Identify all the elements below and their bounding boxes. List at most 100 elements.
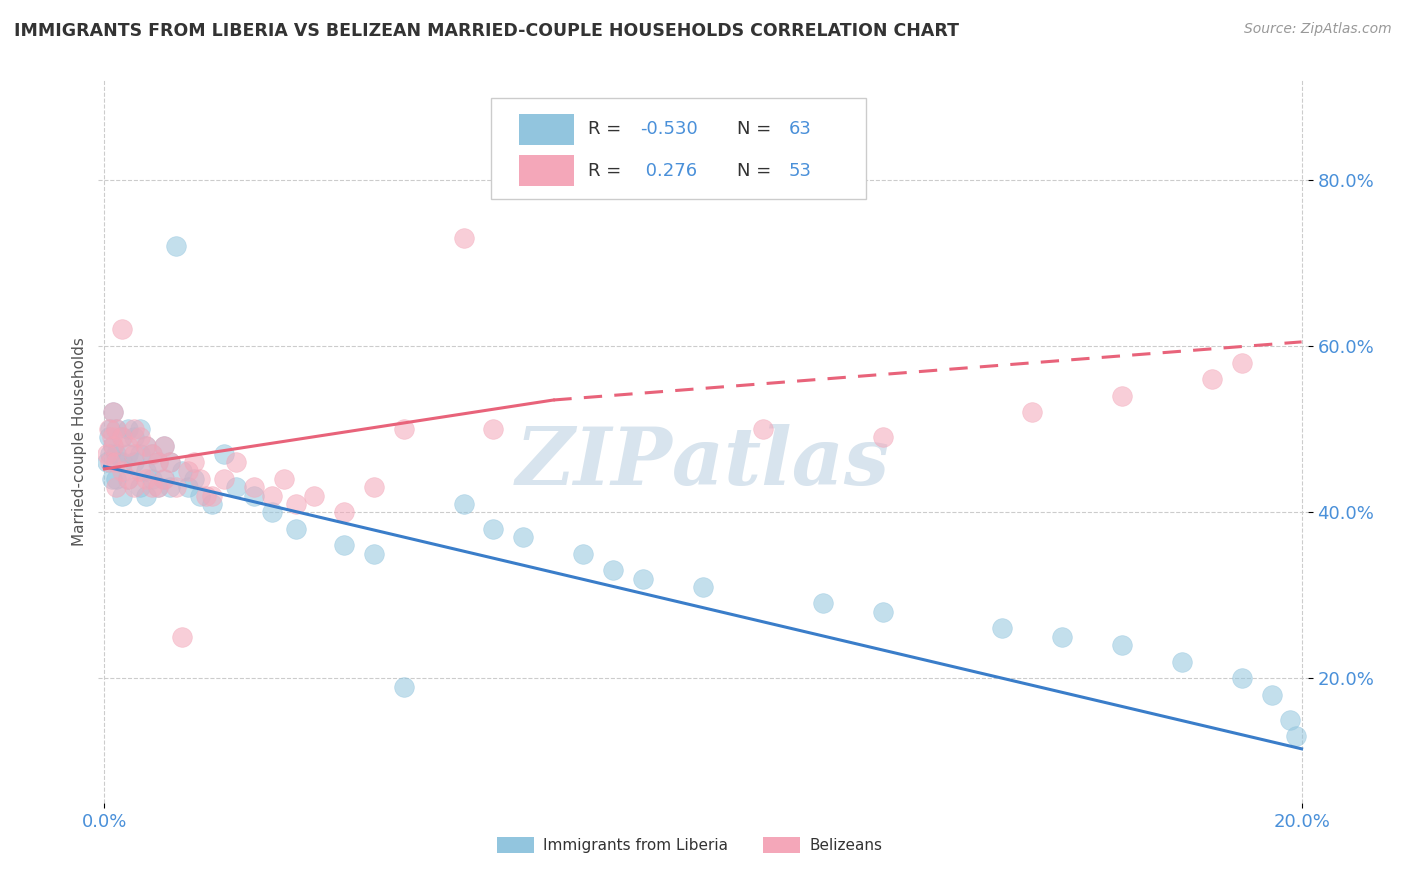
Point	[260, 505, 283, 519]
Point	[105, 480, 128, 494]
Point	[172, 464, 194, 478]
Point	[141, 447, 163, 461]
Point	[631, 572, 654, 586]
Point	[243, 480, 266, 494]
Y-axis label: Married-couple Households: Married-couple Households	[72, 337, 87, 546]
Point	[129, 447, 152, 461]
Point	[188, 489, 211, 503]
Point	[159, 455, 181, 469]
Point	[148, 480, 170, 494]
Text: 63: 63	[789, 120, 811, 138]
Point	[811, 597, 834, 611]
Point	[111, 430, 134, 444]
Point	[153, 439, 176, 453]
Point	[1230, 671, 1253, 685]
Point	[117, 439, 139, 453]
Point	[183, 472, 205, 486]
Point	[135, 439, 157, 453]
Point	[1260, 688, 1282, 702]
Point	[1284, 730, 1306, 744]
Point	[752, 422, 775, 436]
Point	[141, 472, 163, 486]
Point	[141, 447, 163, 461]
Point	[201, 489, 224, 503]
Point	[482, 422, 505, 436]
Point	[153, 472, 176, 486]
FancyBboxPatch shape	[498, 838, 534, 854]
Point	[159, 455, 181, 469]
Point	[692, 580, 714, 594]
Point	[392, 680, 415, 694]
Point	[98, 422, 121, 436]
Point	[100, 447, 122, 461]
Point	[124, 422, 146, 436]
Point	[103, 439, 125, 453]
Point	[453, 231, 475, 245]
Point	[1201, 372, 1223, 386]
Point	[98, 430, 121, 444]
Point	[333, 538, 356, 552]
Point	[100, 422, 122, 436]
Point	[111, 489, 134, 503]
Point	[284, 522, 307, 536]
Point	[212, 472, 235, 486]
Point	[872, 430, 894, 444]
FancyBboxPatch shape	[492, 98, 866, 200]
Point	[284, 497, 307, 511]
FancyBboxPatch shape	[519, 155, 574, 186]
Point	[177, 464, 200, 478]
Point	[392, 422, 415, 436]
Point	[96, 455, 118, 469]
Point	[124, 455, 146, 469]
Point	[1111, 638, 1133, 652]
Point	[225, 455, 247, 469]
FancyBboxPatch shape	[763, 838, 800, 854]
Point	[103, 405, 125, 419]
Point	[991, 621, 1014, 635]
Point	[105, 422, 128, 436]
Point	[872, 605, 894, 619]
Point	[105, 455, 128, 469]
Point	[243, 489, 266, 503]
Point	[225, 480, 247, 494]
Point	[195, 489, 218, 503]
Text: R =: R =	[588, 120, 627, 138]
Point	[482, 522, 505, 536]
Point	[148, 480, 170, 494]
Point	[141, 480, 163, 494]
Point	[135, 489, 157, 503]
Text: IMMIGRANTS FROM LIBERIA VS BELIZEAN MARRIED-COUPLE HOUSEHOLDS CORRELATION CHART: IMMIGRANTS FROM LIBERIA VS BELIZEAN MARR…	[14, 22, 959, 40]
Point	[188, 472, 211, 486]
Point	[172, 630, 194, 644]
Point	[1021, 405, 1043, 419]
Point	[602, 563, 624, 577]
Text: -0.530: -0.530	[640, 120, 697, 138]
Text: Source: ZipAtlas.com: Source: ZipAtlas.com	[1244, 22, 1392, 37]
Point	[572, 547, 595, 561]
FancyBboxPatch shape	[519, 114, 574, 145]
Point	[135, 472, 157, 486]
Point	[124, 430, 146, 444]
Text: 0.276: 0.276	[640, 161, 697, 179]
Point	[111, 430, 134, 444]
Point	[111, 322, 134, 336]
Point	[260, 489, 283, 503]
Point	[129, 422, 152, 436]
Point	[103, 405, 125, 419]
Point	[453, 497, 475, 511]
Point	[129, 480, 152, 494]
Point	[103, 439, 125, 453]
Point	[165, 480, 187, 494]
Point	[1111, 389, 1133, 403]
Point	[1278, 713, 1301, 727]
Point	[302, 489, 325, 503]
Point	[135, 439, 157, 453]
Point	[117, 447, 139, 461]
Text: R =: R =	[588, 161, 627, 179]
Point	[100, 430, 122, 444]
Point	[333, 505, 356, 519]
Point	[129, 464, 152, 478]
Point	[105, 472, 128, 486]
Point	[1230, 356, 1253, 370]
Text: Immigrants from Liberia: Immigrants from Liberia	[543, 838, 728, 853]
